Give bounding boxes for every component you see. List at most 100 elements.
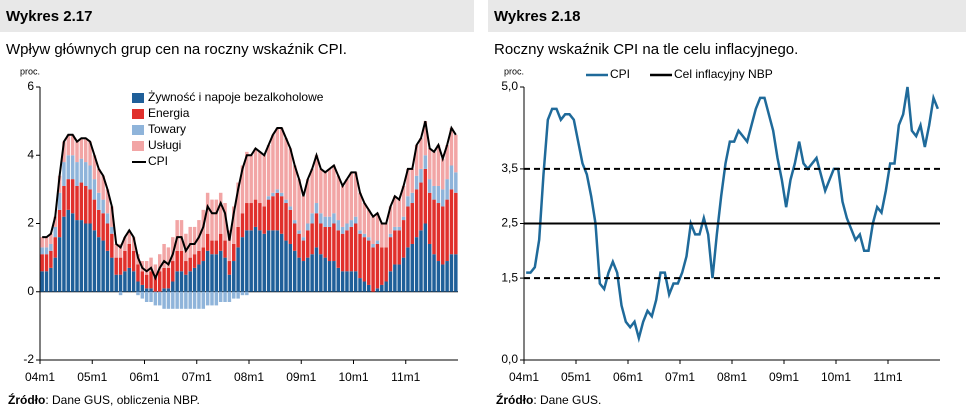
bar-segment	[284, 138, 288, 200]
bar-segment	[310, 168, 314, 214]
bar-segment	[166, 291, 171, 309]
bar-segment	[301, 237, 306, 241]
bar-segment	[345, 271, 349, 292]
bar-segment	[188, 257, 192, 272]
bar-segment	[240, 165, 245, 214]
bar-segment	[297, 257, 301, 292]
bar-segment	[388, 237, 393, 272]
bar-segment	[197, 264, 201, 292]
bar-segment	[157, 254, 162, 272]
bar-segment	[192, 267, 197, 292]
bar-segment	[110, 206, 114, 227]
x-tick-label: 08m1	[234, 370, 264, 384]
bar-segment	[97, 168, 101, 193]
bar-segment	[362, 237, 367, 282]
bar-segment	[201, 247, 206, 262]
bar-segment	[118, 243, 123, 258]
bar-segment	[401, 216, 406, 221]
bar-segment	[136, 264, 140, 282]
bar-segment	[40, 247, 44, 255]
bar-segment	[292, 250, 297, 292]
bar-segment	[323, 226, 327, 258]
bar-segment	[123, 271, 127, 292]
source-text: : Dane GUS.	[533, 393, 601, 407]
bar-segment	[92, 155, 97, 180]
bar-segment	[179, 291, 184, 309]
chart-title: Roczny wskaźnik CPI na tle celu inflacyj…	[494, 41, 798, 58]
x-tick-label: 08m1	[717, 370, 747, 384]
bar-segment	[171, 261, 175, 282]
bar-segment	[449, 254, 454, 292]
bar-segment	[149, 291, 153, 302]
bar-segment	[175, 220, 179, 251]
bar-segment	[432, 151, 436, 186]
bar-segment	[366, 240, 371, 285]
bar-segment	[436, 185, 441, 204]
y-tick-label: -2	[23, 352, 34, 366]
bar-segment	[327, 261, 332, 292]
bar-segment	[349, 220, 354, 227]
y-tick-label: 5,0	[501, 79, 518, 93]
bar-segment	[144, 288, 149, 292]
bar-segment	[53, 226, 57, 238]
bar-segment	[371, 216, 375, 244]
bar-segment	[75, 141, 79, 163]
bar-segment	[436, 145, 441, 186]
bar-segment	[175, 250, 179, 272]
bar-segment	[62, 162, 66, 186]
bar-segment	[179, 250, 184, 272]
bar-segment	[319, 223, 323, 255]
bar-segment	[83, 138, 88, 163]
bar-segment	[427, 243, 432, 292]
x-tick-label: 10m1	[821, 370, 851, 384]
bar-segment	[210, 240, 214, 255]
bar-segment	[388, 206, 393, 234]
bar-segment	[223, 257, 227, 292]
bar-segment	[245, 230, 249, 292]
bar-segment	[284, 199, 288, 204]
bar-segment	[171, 291, 175, 309]
bar-segment	[279, 196, 284, 234]
bar-segment	[70, 213, 75, 292]
bar-segment	[358, 278, 362, 292]
bar-segment	[262, 233, 266, 292]
y-tick-label: 6	[27, 79, 34, 93]
bar-segment	[327, 168, 332, 217]
bar-segment	[66, 179, 71, 210]
bar-segment	[171, 237, 175, 262]
bar-segment	[423, 168, 428, 224]
bar-segment	[240, 213, 245, 238]
legend-swatch	[132, 109, 144, 119]
bar-segment	[153, 264, 158, 275]
bar-segment	[441, 264, 445, 292]
bar-segment	[445, 261, 449, 292]
bar-segment	[218, 192, 223, 234]
bar-segment	[44, 254, 49, 272]
bar-segment	[340, 233, 345, 272]
bar-segment	[279, 192, 284, 197]
bar-segment	[118, 257, 123, 275]
bar-segment	[83, 162, 88, 186]
y-tick-label: 1,5	[501, 270, 518, 284]
bar-segment	[153, 291, 158, 306]
bar-segment	[332, 223, 336, 262]
bar-segment	[449, 165, 454, 190]
bar-segment	[258, 230, 262, 292]
bar-segment	[232, 243, 236, 262]
bar-segment	[171, 281, 175, 292]
bar-segment	[166, 288, 171, 292]
bar-segment	[127, 267, 132, 292]
bar-segment	[223, 203, 227, 241]
bar-segment	[375, 240, 380, 244]
bar-segment	[306, 257, 310, 292]
bar-segment	[319, 254, 323, 292]
bar-segment	[88, 141, 92, 166]
bar-segment	[397, 226, 401, 231]
bar-segment	[432, 199, 436, 255]
bar-segment	[66, 134, 71, 156]
bar-segment	[393, 264, 397, 292]
bar-segment	[127, 230, 132, 244]
bar-segment	[366, 284, 371, 292]
bar-segment	[232, 261, 236, 292]
